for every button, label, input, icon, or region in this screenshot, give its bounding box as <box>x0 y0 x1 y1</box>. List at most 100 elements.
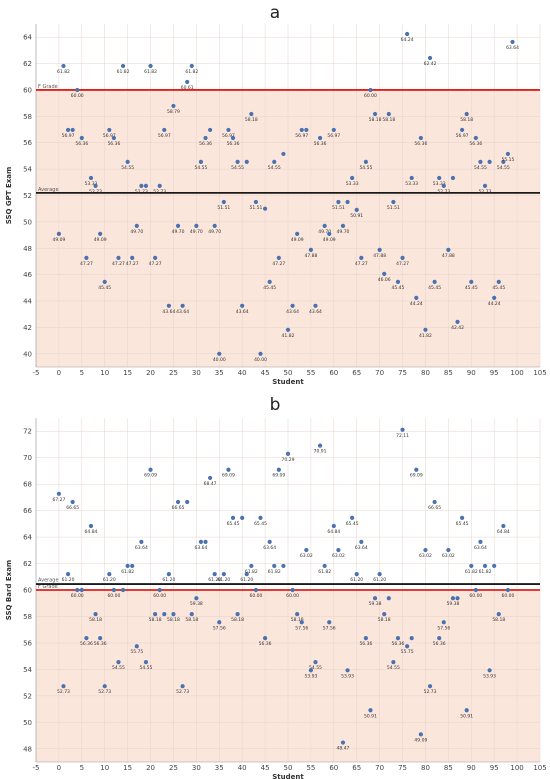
data-point <box>450 175 456 181</box>
data-label: 57.56 <box>323 625 336 631</box>
data-label: 61.20 <box>103 577 116 583</box>
x-tick-label: 80 <box>421 369 430 377</box>
data-point <box>354 207 359 212</box>
data-label: 50.91 <box>460 713 473 719</box>
data-label: 61.82 <box>245 569 258 575</box>
y-tick-label: 60 <box>23 86 32 94</box>
data-label: 49.70 <box>172 229 185 235</box>
data-label: 58.18 <box>167 617 180 623</box>
data-label: 53.33 <box>433 181 446 187</box>
data-label: 64.84 <box>497 529 510 535</box>
data-point <box>432 499 437 505</box>
data-point <box>157 183 162 188</box>
data-label: 47.27 <box>126 261 139 267</box>
data-point <box>267 539 272 544</box>
data-label: 44.24 <box>488 301 501 307</box>
data-point <box>79 135 84 141</box>
data-label: 61.82 <box>185 69 198 75</box>
data-point <box>441 183 446 188</box>
data-label: 52.73 <box>89 189 102 195</box>
data-label: 65.45 <box>346 521 359 527</box>
data-point <box>359 539 364 544</box>
data-label: 58.18 <box>89 617 102 623</box>
data-label: 61.20 <box>350 577 363 583</box>
data-label: 55.15 <box>501 157 514 163</box>
data-point <box>56 491 62 496</box>
data-point <box>166 572 171 577</box>
data-label: 44.24 <box>410 301 423 307</box>
data-label: 50.91 <box>364 713 377 719</box>
data-point <box>427 55 433 61</box>
data-point <box>61 684 66 689</box>
data-point <box>363 636 368 641</box>
data-point <box>120 63 126 69</box>
data-label: 56.36 <box>433 641 446 647</box>
data-label: 57.56 <box>437 625 450 631</box>
data-point <box>235 159 240 164</box>
data-point <box>363 159 368 164</box>
data-point <box>88 175 94 181</box>
data-point <box>79 587 84 593</box>
data-label: 61.82 <box>268 569 281 575</box>
data-label: 60.00 <box>71 93 84 99</box>
data-point <box>253 199 259 205</box>
data-label: 45.45 <box>263 285 276 291</box>
data-point <box>249 111 254 117</box>
data-point <box>120 587 126 593</box>
data-label: 70.29 <box>282 457 295 463</box>
data-point <box>180 303 185 308</box>
data-point <box>391 660 396 665</box>
data-point <box>281 151 286 157</box>
data-point <box>272 563 277 569</box>
data-label: 56.36 <box>359 641 372 647</box>
data-label: 63.64 <box>263 545 276 551</box>
data-label: 58.18 <box>231 617 244 623</box>
data-point <box>194 596 199 601</box>
data-label: 43.64 <box>236 309 249 315</box>
data-point <box>427 684 433 689</box>
data-point <box>409 636 414 641</box>
y-tick-label: 54 <box>23 166 32 174</box>
data-point <box>162 611 167 617</box>
data-label: 45.45 <box>428 285 441 291</box>
data-point <box>469 279 474 285</box>
data-point <box>322 563 327 569</box>
data-point <box>331 523 336 529</box>
x-tick-label: 80 <box>421 764 430 772</box>
data-point <box>285 451 291 456</box>
data-point <box>464 708 469 713</box>
data-point <box>116 255 121 260</box>
data-point <box>317 135 323 141</box>
y-tick-label: 70 <box>23 454 32 462</box>
x-tick-label: 100 <box>510 369 523 377</box>
x-tick-label: 20 <box>146 369 155 377</box>
data-point <box>336 547 341 553</box>
data-label: 69.09 <box>410 473 423 479</box>
x-tick-label: 50 <box>284 369 293 377</box>
data-point <box>75 587 80 593</box>
x-axis-label: Student <box>272 773 304 779</box>
data-point <box>437 636 442 641</box>
data-point <box>368 87 373 93</box>
data-label: 43.64 <box>309 309 322 315</box>
data-label: 61.82 <box>121 569 134 575</box>
data-point <box>441 620 446 625</box>
data-point <box>221 572 226 577</box>
data-label: 58.18 <box>382 117 395 123</box>
data-point <box>469 563 474 569</box>
data-label: 51.51 <box>332 205 345 211</box>
x-tick-label: 65 <box>352 369 361 377</box>
data-label: 58.18 <box>185 617 198 623</box>
data-label: 56.36 <box>75 141 88 147</box>
f-grade-label: F Grade <box>38 584 58 590</box>
data-label: 47.88 <box>304 253 317 259</box>
data-label: 70.91 <box>314 449 327 455</box>
panel-letter: b <box>270 395 281 415</box>
x-tick-label: 35 <box>215 764 224 772</box>
data-label: 61.20 <box>162 577 175 583</box>
data-label: 58.18 <box>378 617 391 623</box>
data-point <box>276 467 281 472</box>
data-point <box>450 596 456 601</box>
data-point <box>372 596 378 601</box>
data-label: 46.06 <box>378 277 391 283</box>
